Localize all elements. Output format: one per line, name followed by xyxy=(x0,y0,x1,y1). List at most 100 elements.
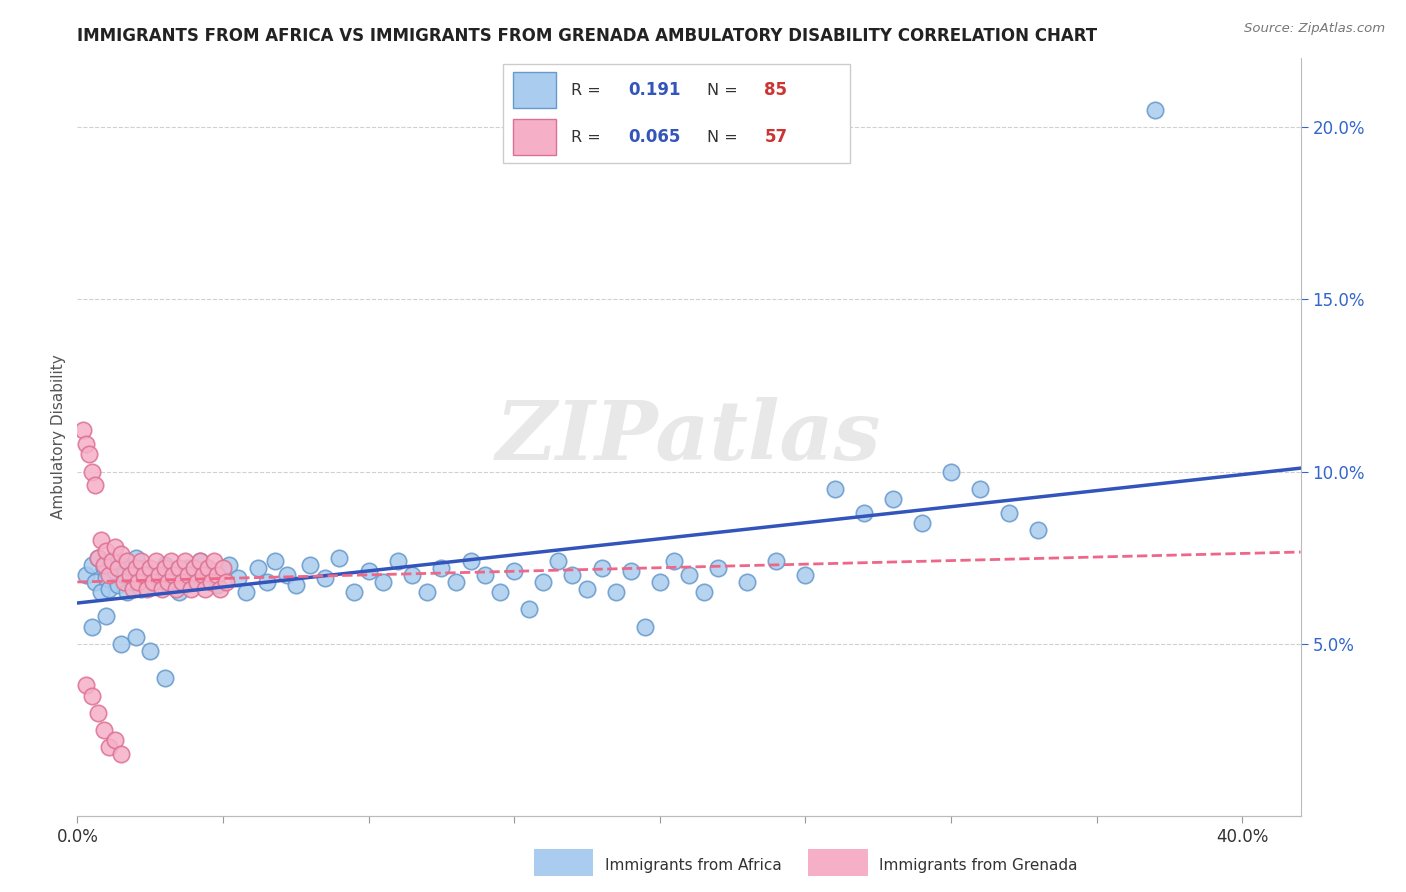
Point xyxy=(87,706,110,720)
FancyBboxPatch shape xyxy=(793,844,883,881)
Point xyxy=(112,574,135,589)
Point xyxy=(159,554,181,568)
Point xyxy=(139,644,162,658)
Point xyxy=(561,568,583,582)
Point xyxy=(87,550,110,565)
Point xyxy=(121,574,143,589)
Point xyxy=(96,571,118,585)
Point xyxy=(90,585,112,599)
Point xyxy=(93,558,115,572)
Point xyxy=(80,558,103,572)
Text: 85: 85 xyxy=(765,81,787,99)
Point xyxy=(226,571,249,585)
Point xyxy=(131,582,153,596)
Point xyxy=(142,574,165,589)
Point xyxy=(87,550,110,565)
Point xyxy=(276,568,298,582)
Text: R =: R = xyxy=(571,83,606,97)
Text: Immigrants from Grenada: Immigrants from Grenada xyxy=(879,858,1077,872)
Point xyxy=(371,574,394,589)
Point xyxy=(205,568,228,582)
Text: IMMIGRANTS FROM AFRICA VS IMMIGRANTS FROM GRENADA AMBULATORY DISABILITY CORRELAT: IMMIGRANTS FROM AFRICA VS IMMIGRANTS FRO… xyxy=(77,28,1098,45)
Point xyxy=(112,568,135,582)
Point xyxy=(200,574,222,589)
Point xyxy=(1028,523,1050,537)
Point xyxy=(183,574,205,589)
Point xyxy=(707,561,730,575)
Point xyxy=(101,554,124,568)
Point xyxy=(735,574,758,589)
Point xyxy=(503,565,526,579)
Point xyxy=(162,568,184,582)
Point xyxy=(882,492,904,507)
Point xyxy=(124,561,146,575)
Point xyxy=(531,574,554,589)
Point xyxy=(90,533,112,548)
Point xyxy=(591,561,613,575)
Text: Immigrants from Africa: Immigrants from Africa xyxy=(605,858,782,872)
Point xyxy=(678,568,700,582)
Point xyxy=(80,465,103,479)
Point xyxy=(118,568,141,582)
Point xyxy=(177,568,200,582)
Point xyxy=(343,585,366,599)
Point xyxy=(72,423,94,437)
Text: 0.065: 0.065 xyxy=(628,128,681,146)
Point xyxy=(110,558,132,572)
Y-axis label: Ambulatory Disability: Ambulatory Disability xyxy=(51,355,66,519)
Point xyxy=(620,565,643,579)
Point xyxy=(194,582,217,596)
Point xyxy=(191,568,214,582)
FancyBboxPatch shape xyxy=(513,71,557,108)
Point xyxy=(75,678,97,692)
Text: ZIPatlas: ZIPatlas xyxy=(496,397,882,477)
Point xyxy=(107,561,129,575)
Point xyxy=(75,568,97,582)
Point xyxy=(235,585,257,599)
Point xyxy=(256,574,278,589)
Point xyxy=(80,689,103,703)
Point xyxy=(177,561,200,575)
Point xyxy=(124,550,146,565)
Point xyxy=(205,578,228,592)
Point xyxy=(153,558,176,572)
Point xyxy=(131,554,153,568)
Point xyxy=(852,506,875,520)
Point xyxy=(124,630,146,644)
Point xyxy=(188,554,211,568)
Point xyxy=(110,637,132,651)
Point xyxy=(115,585,138,599)
Point xyxy=(148,568,170,582)
Point xyxy=(634,619,657,633)
Point xyxy=(218,558,240,572)
Point xyxy=(128,574,150,589)
Point xyxy=(110,547,132,561)
Point xyxy=(169,585,191,599)
Point xyxy=(180,582,202,596)
Point xyxy=(172,574,194,589)
Point xyxy=(430,561,453,575)
Point xyxy=(648,574,671,589)
Point xyxy=(165,582,187,596)
Point xyxy=(80,619,103,633)
Point xyxy=(314,571,336,585)
Point xyxy=(416,585,439,599)
Point xyxy=(77,447,100,461)
Point xyxy=(153,671,176,685)
Point xyxy=(93,561,115,575)
Point xyxy=(75,437,97,451)
Point xyxy=(488,585,510,599)
Point xyxy=(98,582,121,596)
Point xyxy=(139,561,162,575)
Point xyxy=(186,574,208,589)
Point xyxy=(93,723,115,737)
Point xyxy=(145,578,167,592)
Point xyxy=(110,747,132,761)
Point xyxy=(150,582,173,596)
Point xyxy=(401,568,423,582)
FancyBboxPatch shape xyxy=(513,119,557,155)
Point xyxy=(134,568,156,582)
FancyBboxPatch shape xyxy=(503,64,851,163)
Point xyxy=(139,568,162,582)
Text: R =: R = xyxy=(571,130,606,145)
